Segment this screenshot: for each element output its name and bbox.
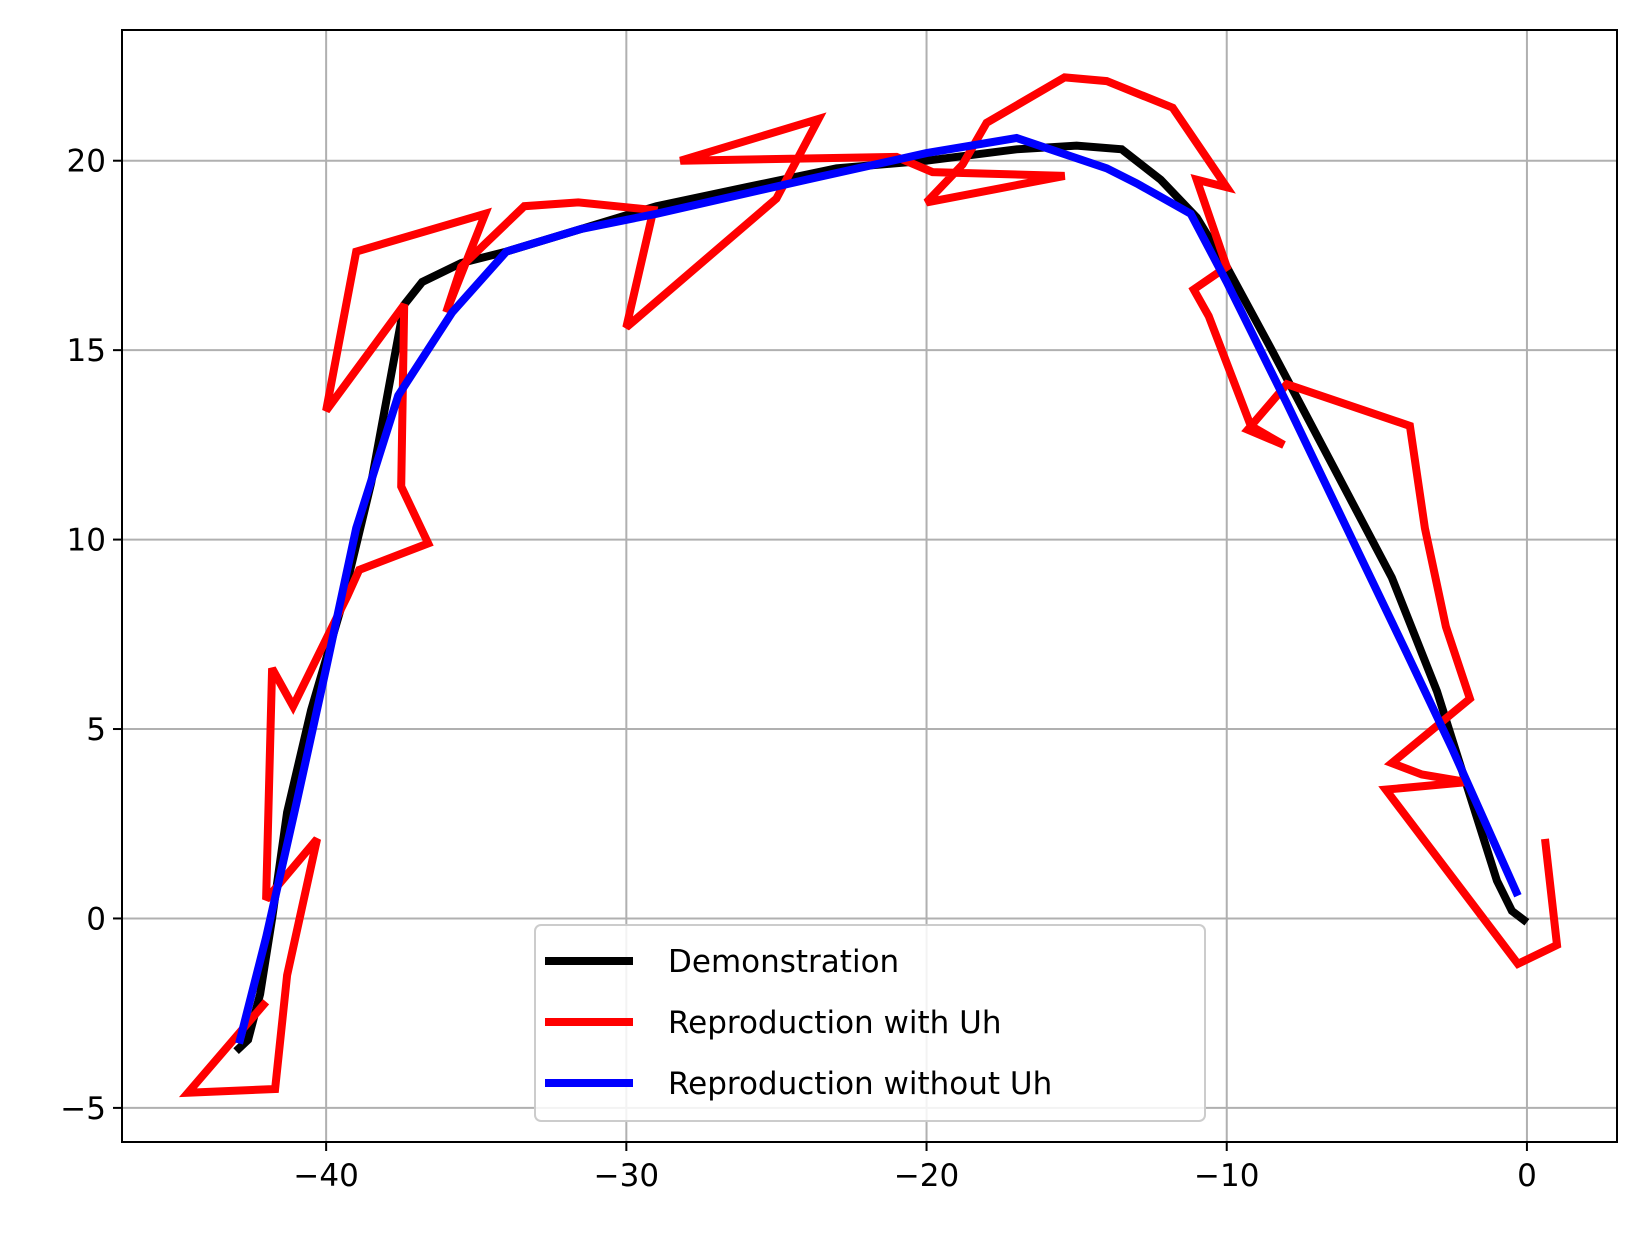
legend-box	[534, 924, 1206, 1122]
x-tick-label: −30	[594, 1158, 659, 1194]
plot-frame	[121, 29, 1618, 1143]
y-tick-label: −5	[60, 1091, 106, 1127]
y-tick-label: 5	[86, 712, 106, 748]
x-tick-label: −20	[894, 1158, 959, 1194]
x-tick-label: 0	[1517, 1158, 1537, 1194]
x-tick-label: −10	[1194, 1158, 1259, 1194]
series-lines	[178, 73, 1562, 1098]
legend-label: Demonstration	[668, 944, 899, 980]
axis-ticks: −40 −30 −20 −10 0 −5 0 5 10 15 20	[60, 144, 1537, 1194]
legend-label: Reproduction without Uh	[668, 1066, 1052, 1102]
series-line-3	[235, 133, 1522, 1045]
y-tick-label: 0	[86, 901, 106, 937]
y-tick-label: 10	[67, 523, 106, 559]
series-line-2	[178, 73, 1562, 1098]
y-tick-label: 20	[67, 144, 106, 180]
legend-label: Reproduction with Uh	[668, 1005, 1002, 1041]
y-tick-label: 15	[67, 333, 106, 369]
x-tick-label: −40	[293, 1158, 358, 1194]
legend: Demonstration Reproduction with Uh Reprodu…	[534, 924, 1206, 1122]
